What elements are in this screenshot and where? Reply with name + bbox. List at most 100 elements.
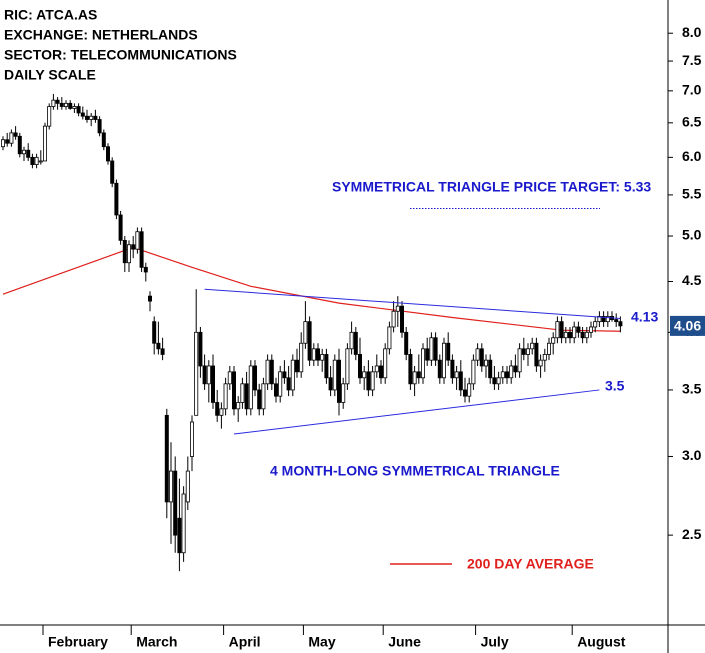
- candle-body: [458, 371, 463, 391]
- candle-body: [328, 377, 333, 391]
- candle-body: [336, 359, 341, 403]
- candle-body: [454, 371, 459, 379]
- candle-body: [324, 354, 329, 379]
- candle-body: [357, 354, 362, 379]
- header-line: EXCHANGE: NETHERLANDS: [4, 27, 198, 43]
- triangle-lower-line: [233, 389, 600, 435]
- candle-body: [559, 321, 564, 339]
- candle-body: [147, 295, 152, 302]
- candle-body: [547, 342, 552, 355]
- candle-body: [618, 321, 623, 327]
- candle-body: [429, 337, 434, 361]
- header-line: SECTOR: TELECOMMUNICATIONS: [4, 47, 237, 63]
- y-tick-label: 7.0: [682, 82, 702, 98]
- candle-body: [294, 359, 299, 373]
- candle-body: [189, 421, 194, 457]
- x-tick-label: May: [308, 634, 335, 650]
- candle-body: [68, 102, 73, 109]
- y-tick-label: 2.5: [682, 526, 702, 542]
- candle-body: [563, 331, 568, 339]
- x-tick-label: February: [48, 634, 108, 650]
- y-tick-label: 4.5: [682, 272, 702, 288]
- candle-body: [311, 348, 316, 361]
- candle-body: [467, 383, 472, 397]
- candle-body: [76, 106, 81, 114]
- candle-body: [580, 331, 585, 339]
- candle-body: [34, 156, 39, 166]
- candle-body: [420, 348, 425, 379]
- candle-body: [127, 244, 132, 264]
- candle-body: [538, 359, 543, 367]
- lower-label: 3.5: [605, 378, 625, 394]
- last-price-box: [670, 315, 705, 336]
- candle-body: [450, 359, 455, 379]
- candle-body: [483, 359, 488, 367]
- candle-body: [252, 365, 257, 391]
- candle-body: [383, 348, 388, 379]
- candle-body: [437, 359, 442, 379]
- candle-body: [526, 348, 531, 355]
- candle-body: [194, 331, 199, 416]
- candle-body: [244, 383, 249, 410]
- candle-body: [17, 135, 22, 155]
- last-price-label: 4.06: [674, 318, 701, 334]
- candle-body: [597, 316, 602, 323]
- candle-body: [589, 326, 594, 333]
- candle-body: [593, 321, 598, 328]
- candle-body: [462, 389, 467, 397]
- candle-body: [131, 244, 136, 250]
- candle-body: [366, 371, 371, 391]
- candle-body: [395, 305, 400, 312]
- candle-body: [43, 125, 48, 162]
- y-tick-label: 7.5: [682, 52, 702, 68]
- candle-body: [399, 305, 404, 333]
- candle-body: [215, 402, 220, 416]
- candle-body: [156, 342, 161, 350]
- candle-body: [551, 337, 556, 344]
- x-tick-label: August: [577, 634, 626, 650]
- candle-body: [30, 156, 35, 166]
- candle-body: [248, 365, 253, 410]
- candle-body: [353, 331, 358, 355]
- candle-body: [471, 359, 476, 385]
- candle-body: [299, 342, 304, 373]
- candle-body: [89, 115, 94, 120]
- header-line: DAILY SCALE: [4, 67, 96, 83]
- candle-body: [572, 326, 577, 339]
- candle-body: [290, 359, 295, 391]
- candle-body: [345, 348, 350, 385]
- candle-body: [236, 402, 241, 410]
- candle-body: [21, 149, 26, 155]
- candle-body: [122, 239, 127, 264]
- candle-body: [530, 342, 535, 350]
- candle-body: [93, 115, 98, 120]
- candle-body: [446, 342, 451, 361]
- candle-body: [106, 146, 111, 162]
- candle-body: [160, 348, 165, 355]
- candle-body: [282, 371, 287, 379]
- candle-body: [101, 132, 106, 148]
- candle-body: [492, 377, 497, 385]
- candle-body: [425, 348, 430, 361]
- candle-body: [97, 119, 102, 134]
- candle-body: [542, 354, 547, 361]
- candle-body: [332, 359, 337, 391]
- candle-body: [433, 337, 438, 361]
- candle-body: [320, 354, 325, 361]
- candle-body: [584, 331, 589, 339]
- candle-body: [240, 383, 245, 403]
- candle-body: [59, 102, 64, 107]
- candle-body: [605, 316, 610, 323]
- candle-body: [9, 132, 14, 144]
- candle-body: [26, 149, 31, 158]
- candle-body: [303, 321, 308, 344]
- candle-body: [64, 102, 69, 107]
- candle-body: [143, 266, 148, 273]
- candle-body: [404, 331, 409, 355]
- candle-body: [416, 371, 421, 379]
- candle-body: [72, 106, 77, 109]
- candle-body: [517, 348, 522, 373]
- candle-body: [441, 342, 446, 379]
- candle-body: [47, 106, 52, 127]
- candle-body: [362, 371, 367, 379]
